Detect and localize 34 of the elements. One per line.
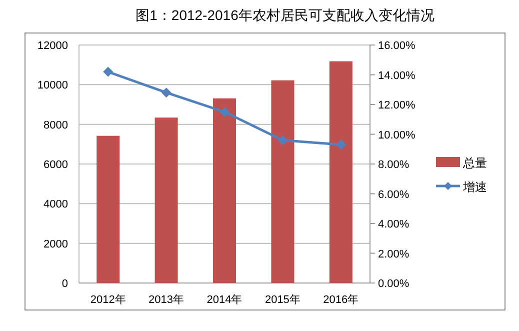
y-tick-label: 4000 (44, 198, 68, 211)
y2-tick-label: 10.00% (378, 129, 416, 142)
x-tick-label: 2015年 (264, 294, 300, 306)
chart-title: 图1：2012-2016年农村居民可支配收入变化情况 (136, 7, 434, 23)
y2-tick-label: 2.00% (378, 248, 410, 260)
y-tick-label: 8000 (44, 119, 68, 132)
bar (154, 118, 178, 283)
x-tick-label: 2012年 (90, 294, 126, 306)
point (161, 88, 172, 98)
y2-tick-label: 8.00% (378, 159, 410, 171)
bar (213, 98, 236, 283)
bar (329, 61, 352, 283)
x-tick-label: 2016年 (323, 294, 359, 306)
y-tick-label: 0 (62, 278, 68, 290)
y-tick-label: 12000 (37, 40, 68, 52)
y-tick-label: 10000 (37, 80, 68, 92)
legend-label: 总量 (462, 156, 487, 170)
y2-tick-label: 6.00% (378, 188, 410, 201)
y-tick-label: 6000 (44, 159, 68, 171)
y2-tick-label: 4.00% (378, 218, 410, 230)
point (103, 66, 114, 77)
point (220, 106, 230, 117)
y2-tick-label: 16.00% (378, 40, 416, 52)
y2-tick-label: 12.00% (378, 100, 416, 112)
legend-label: 增速 (462, 180, 487, 194)
y-tick-label: 2000 (44, 238, 68, 250)
point (336, 140, 346, 150)
point (278, 135, 288, 146)
x-tick-label: 2014年 (206, 294, 242, 306)
bar (96, 136, 120, 283)
y2-tick-label: 14.00% (378, 70, 416, 82)
x-tick-label: 2013年 (148, 294, 184, 306)
bar (271, 80, 294, 283)
y2-tick-label: 0.00% (378, 278, 410, 290)
